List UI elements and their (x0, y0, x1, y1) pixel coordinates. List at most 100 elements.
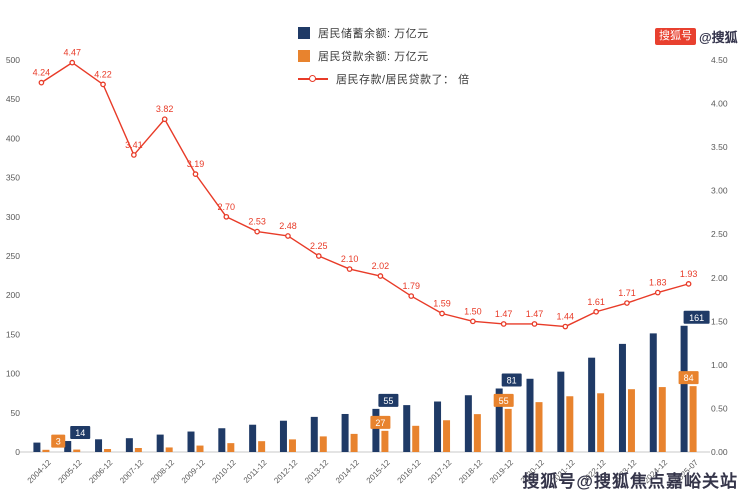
loan-value-text: 55 (499, 396, 509, 406)
deposit-value-text: 14 (75, 428, 85, 438)
loan-value-text: 27 (375, 418, 385, 428)
y-axis-right-tick: 1.00 (711, 360, 728, 370)
ratio-value-label: 3.82 (156, 104, 174, 114)
deposit-value-text: 81 (507, 375, 517, 385)
y-axis-right-tick: 4.00 (711, 99, 728, 109)
ratio-value-label: 2.48 (279, 221, 297, 231)
loan-bar (42, 449, 50, 452)
loan-value-box (370, 415, 391, 429)
ratio-value-label: 4.47 (63, 48, 81, 58)
line-marker-dot (309, 75, 316, 82)
ratio-value-label: 2.25 (310, 241, 328, 251)
loan-bar (350, 433, 358, 452)
ratio-value-label: 3.19 (187, 159, 205, 169)
y-axis-left-tick: 500 (6, 55, 20, 65)
ratio-point (408, 293, 415, 299)
x-tick-label: 2012-12 (272, 458, 300, 486)
deposit-bar (403, 405, 411, 452)
loan-bar (381, 430, 389, 452)
y-axis-left-tick: 400 (6, 133, 20, 143)
legend-label: 居民储蓄余额: 万亿元 (318, 28, 429, 40)
deposit-value-text: 55 (383, 396, 393, 406)
ratio-point (223, 213, 230, 220)
deposit-bar (279, 420, 287, 452)
deposit-bar (249, 424, 257, 452)
loan-bar (104, 449, 112, 452)
y-axis-left-tick: 450 (6, 94, 20, 104)
loan-value-box (678, 371, 699, 385)
ratio-value-label: 1.44 (557, 312, 575, 322)
deposit-bar (156, 434, 164, 452)
loan-bar (473, 414, 481, 452)
watermark-bottom: 搜狐号@搜狐焦点嘉峪关站 (522, 472, 738, 491)
loan-value-box (493, 393, 514, 407)
y-axis-right-tick: 2.50 (711, 229, 728, 239)
x-tick-label: 2014-12 (334, 458, 362, 486)
ratio-value-label: 1.61 (587, 297, 605, 307)
ratio-point (624, 300, 630, 306)
loan-bar (165, 447, 173, 452)
legend-label: 居民存款/居民贷款了： 倍 (336, 74, 470, 86)
deposit-value-text: 161 (689, 313, 704, 323)
legend-item-0: 居民储蓄余额: 万亿元 (298, 26, 470, 40)
x-tick-label: 2011-12 (242, 458, 269, 485)
deposit-bar (187, 431, 195, 452)
y-axis-left-tick: 200 (6, 290, 20, 300)
deposit-bar (434, 401, 442, 452)
deposit-bar (618, 343, 626, 452)
loan-value-box (51, 434, 66, 448)
y-axis-left-tick: 250 (6, 251, 20, 261)
y-axis-left-tick: 0 (15, 447, 20, 457)
legend-label: 居民贷款余额: 万亿元 (318, 51, 429, 63)
deposit-bar (495, 388, 503, 452)
deposit-bar (218, 428, 226, 452)
y-axis-left-tick: 150 (6, 329, 20, 339)
ratio-value-label: 1.47 (495, 309, 513, 319)
loan-bar (412, 425, 420, 452)
loan-value-text: 84 (684, 373, 694, 383)
loan-bar (597, 393, 605, 452)
x-tick-label: 2010-12 (211, 458, 239, 486)
loan-bar (319, 436, 327, 452)
deposit-bar (125, 438, 133, 452)
loan-bar (258, 441, 266, 452)
ratio-point (685, 281, 692, 287)
x-tick-label: 2018-12 (457, 458, 485, 486)
ratio-point (192, 171, 199, 177)
x-tick-label: 2015-12 (365, 458, 393, 486)
ratio-point (346, 266, 353, 272)
y-axis-left-tick: 50 (11, 408, 21, 418)
ratio-value-label: 1.93 (680, 269, 698, 279)
loan-bar (134, 448, 142, 452)
x-tick-label: 2008-12 (149, 458, 177, 486)
chart-legend: 居民储蓄余额: 万亿元 居民贷款余额: 万亿元居民存款/居民贷款了： 倍 (298, 26, 470, 95)
y-axis-right-tick: 4.50 (711, 55, 728, 65)
loan-bar (288, 439, 296, 452)
watermark-top: 搜狐号 @搜狐 (655, 27, 738, 46)
loan-bar (535, 402, 543, 452)
ratio-line (41, 61, 689, 328)
ratio-point (131, 152, 137, 158)
deposit-bar (341, 413, 349, 452)
deposit-bar (310, 416, 318, 452)
y-axis-left-tick: 300 (6, 212, 20, 222)
y-axis-right-tick: 3.00 (711, 186, 728, 196)
ratio-value-label: 4.24 (33, 68, 51, 78)
y-axis-right-tick: 1.50 (711, 316, 728, 326)
ratio-value-label: 1.50 (464, 306, 482, 316)
y-axis-left-tick: 350 (6, 173, 20, 183)
ratio-value-label: 1.59 (433, 298, 451, 308)
deposit-value-box (683, 310, 710, 324)
ratio-value-label: 2.70 (218, 202, 236, 212)
ratio-point (285, 233, 291, 239)
ratio-point (38, 79, 45, 86)
y-axis-right-tick: 0.50 (711, 403, 728, 413)
loan-bar (504, 408, 512, 452)
ratio-point (100, 81, 106, 88)
ratio-point (470, 318, 476, 325)
loan-bar (658, 387, 666, 452)
loan-bar (73, 449, 81, 452)
deposit-bar (64, 441, 72, 452)
